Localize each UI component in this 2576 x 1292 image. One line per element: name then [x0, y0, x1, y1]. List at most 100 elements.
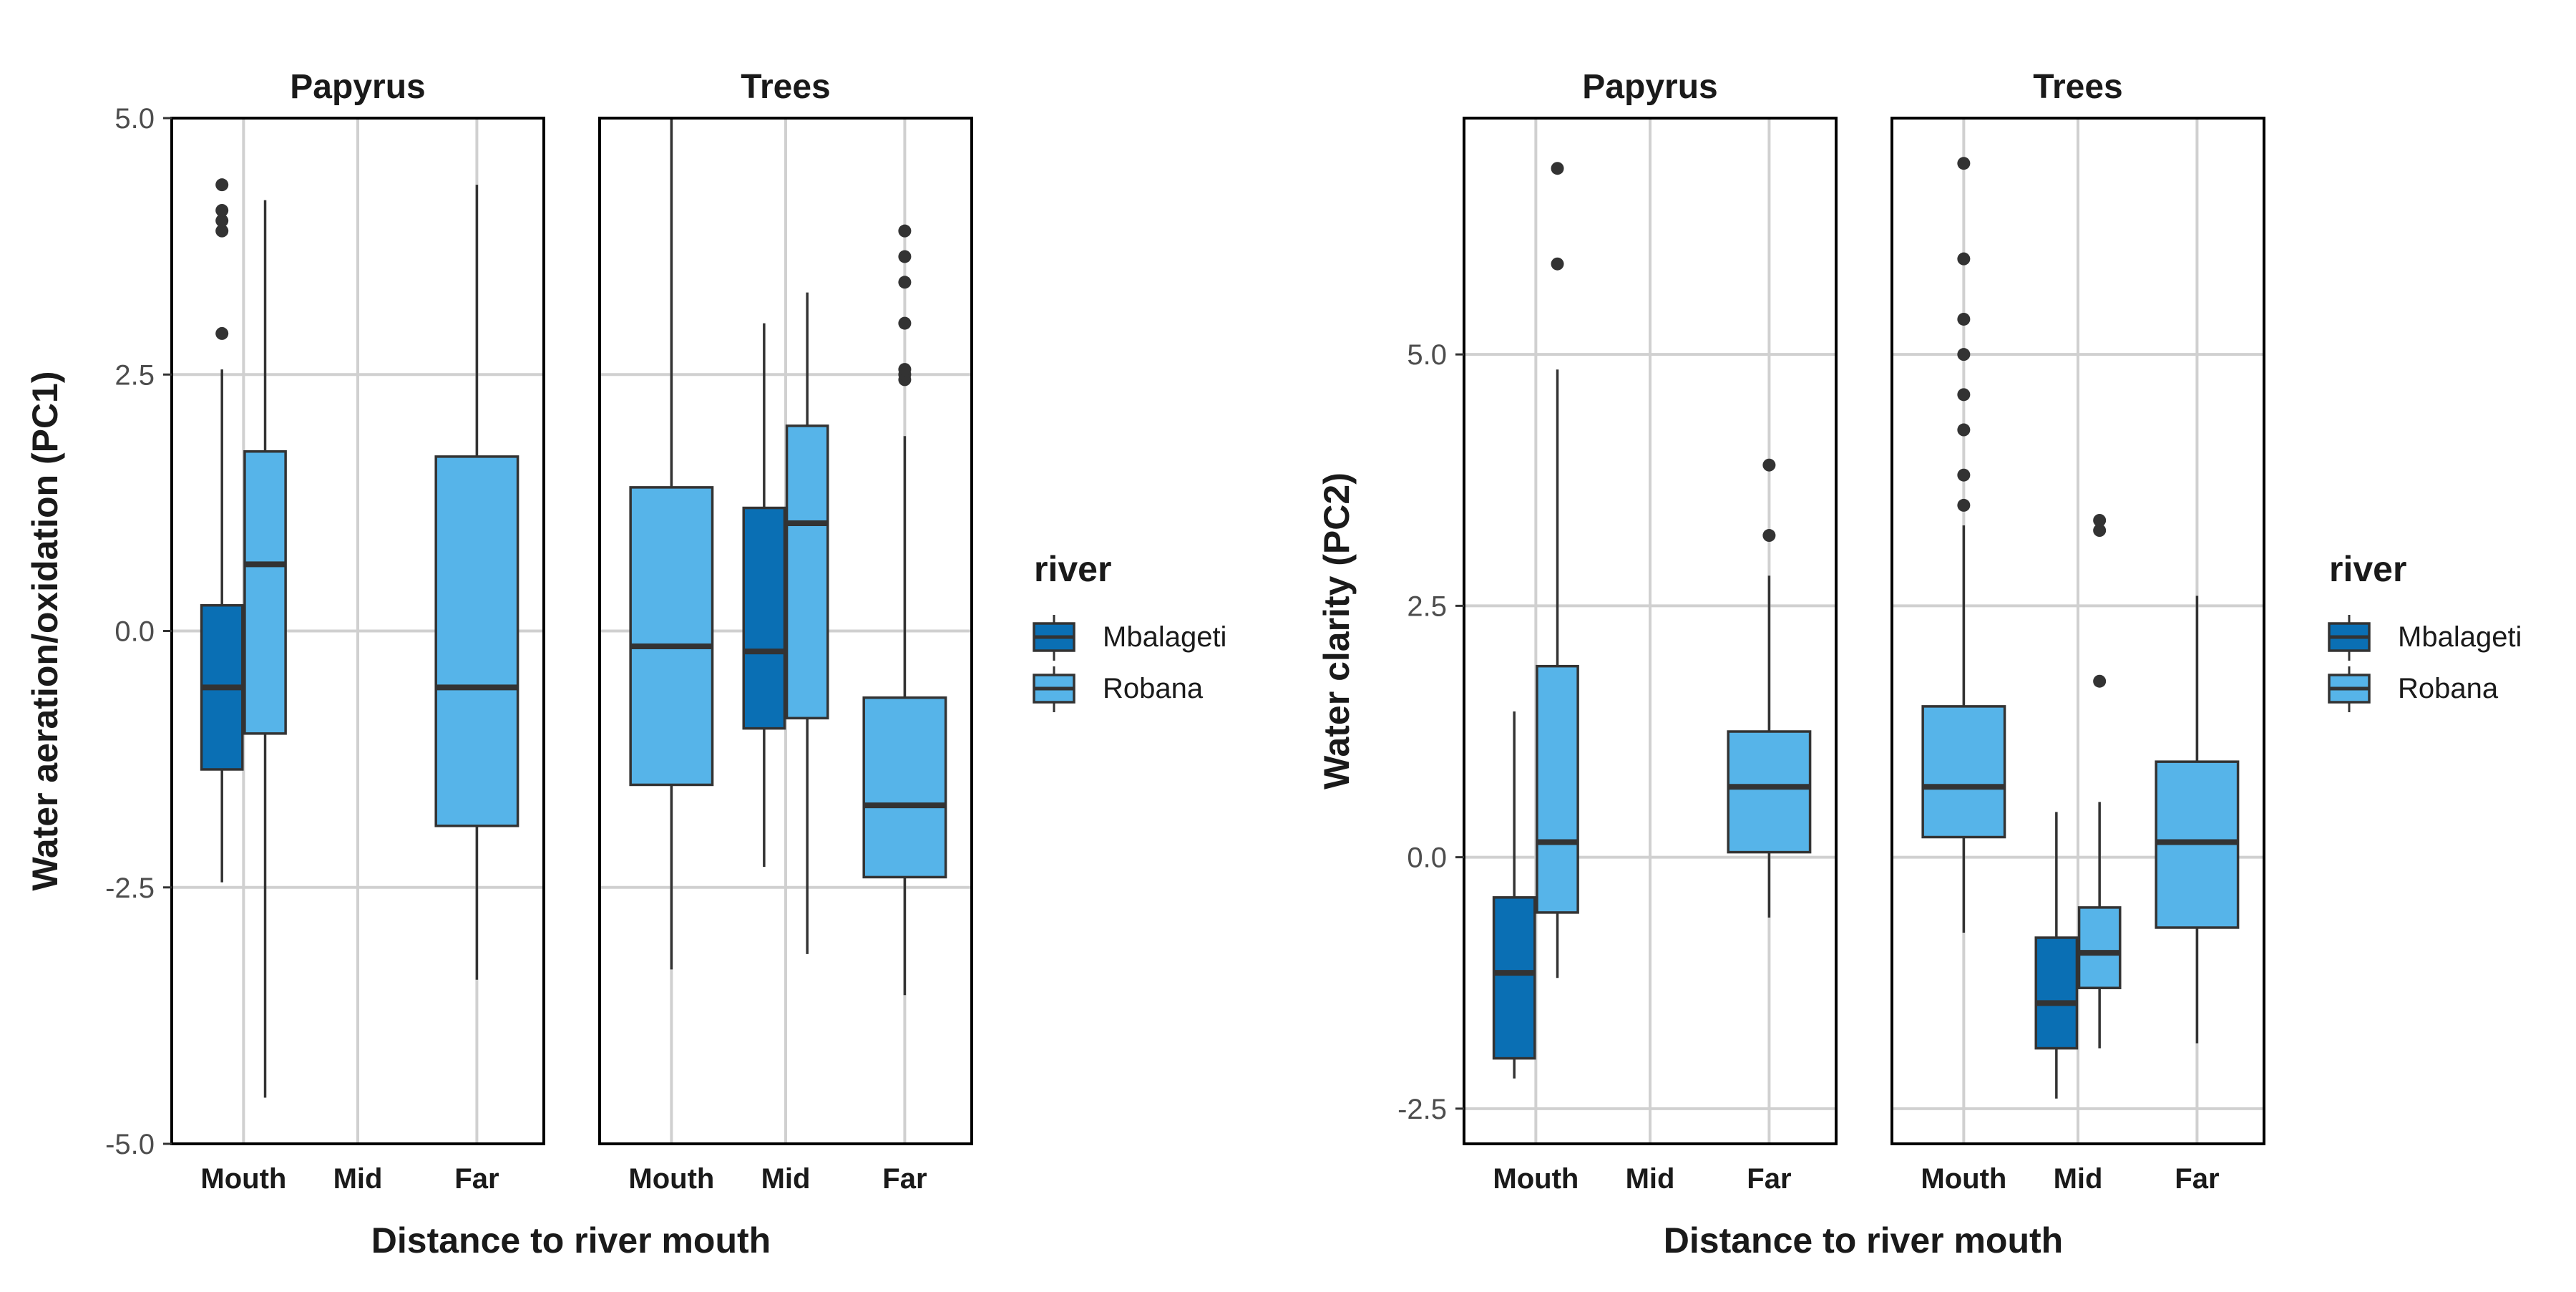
- outlier-point: [1762, 458, 1776, 472]
- box-iqr: [1921, 705, 2006, 839]
- outlier-point: [1957, 388, 1971, 402]
- box-iqr: [629, 486, 714, 787]
- outlier-point: [2093, 513, 2107, 527]
- box-iqr: [1536, 664, 1579, 914]
- legend: river Mbalageti Robana: [2328, 549, 2522, 712]
- legend-label: Robana: [1103, 673, 1204, 704]
- outlier-point: [215, 224, 229, 238]
- box-iqr: [1727, 730, 1812, 854]
- outlier-point: [1551, 257, 1564, 271]
- facet-title: Papyrus: [1582, 68, 1717, 106]
- outlier-point: [898, 224, 912, 238]
- box-mid-mbalageti: [2034, 812, 2079, 1099]
- facet-panel: Papyrus Mouth Mid Far: [170, 68, 545, 1195]
- box-mouth-robana: [629, 118, 714, 970]
- facet-title: Papyrus: [290, 68, 425, 106]
- box-mouth-robana: [1921, 157, 2006, 933]
- outlier-point: [215, 203, 229, 217]
- x-tick-label: Mid: [333, 1163, 383, 1195]
- legend-item-mbalageti: Mbalageti: [1033, 615, 1226, 661]
- y-tick-label: -5.0: [105, 1129, 155, 1160]
- box-mouth-robana: [1536, 162, 1579, 978]
- outlier-point: [1957, 423, 1971, 437]
- legend-item-robana: Robana: [2328, 666, 2499, 712]
- legend: river Mbalageti Robana: [1033, 549, 1226, 712]
- legend-label: Robana: [2398, 673, 2499, 704]
- outlier-point: [1957, 312, 1971, 326]
- box-iqr: [2077, 906, 2122, 989]
- y-tick-label: 5.0: [114, 103, 155, 135]
- outlier-point: [1957, 157, 1971, 170]
- box-mid-robana: [2077, 513, 2122, 1049]
- panel-frame: [598, 117, 973, 1145]
- x-tick-label: Mid: [2054, 1163, 2103, 1195]
- box-far-robana: [2155, 596, 2240, 1044]
- facet-panel: Papyrus Mouth Mid Far: [1463, 68, 1838, 1195]
- box-mouth-mbalageti: [1492, 711, 1536, 1079]
- legend-label: Mbalageti: [2398, 621, 2522, 653]
- facet-panel: Trees Mouth Mid Far: [1890, 68, 2265, 1195]
- outlier-point: [2093, 674, 2107, 688]
- box-iqr: [434, 455, 519, 827]
- x-tick-label: Far: [882, 1163, 927, 1195]
- outlier-point: [1957, 498, 1971, 512]
- outlier-point: [898, 276, 912, 289]
- outlier-point: [2093, 524, 2107, 538]
- box-mid-mbalageti: [742, 323, 786, 868]
- y-tick-label: 5.0: [1407, 339, 1447, 371]
- y-tick-label: -2.5: [105, 873, 155, 904]
- box-iqr: [243, 450, 287, 735]
- x-tick-label: Far: [2175, 1163, 2219, 1195]
- outlier-point: [1957, 252, 1971, 266]
- facet-title: Trees: [741, 68, 830, 106]
- panel-frame: [1463, 117, 1838, 1145]
- x-tick-label: Mouth: [200, 1163, 286, 1195]
- panel-frame: [1890, 117, 2265, 1145]
- x-axis-title: Distance to river mouth: [371, 1220, 771, 1261]
- outlier-point: [1551, 162, 1564, 175]
- box-iqr: [862, 696, 947, 879]
- facet-panel: Trees Mouth Mid Far: [598, 68, 973, 1195]
- y-tick-label: 0.0: [1407, 842, 1447, 874]
- outlier-point: [898, 363, 912, 377]
- outlier-point: [215, 326, 229, 340]
- box-mouth-robana: [243, 200, 287, 1098]
- y-axis-title: Water clarity (PC2): [1317, 472, 1357, 790]
- outlier-point: [898, 250, 912, 263]
- box-far-robana: [434, 185, 519, 980]
- legend-title: river: [1034, 549, 1111, 589]
- box-far-robana: [1727, 458, 1812, 918]
- x-tick-label: Far: [1747, 1163, 1791, 1195]
- box-iqr: [785, 424, 829, 720]
- outlier-point: [898, 316, 912, 330]
- box-iqr: [2034, 936, 2079, 1050]
- box-far-robana: [862, 224, 947, 996]
- x-tick-label: Mouth: [628, 1163, 714, 1195]
- y-tick-label: 0.0: [114, 616, 155, 648]
- outlier-point: [1957, 348, 1971, 361]
- x-tick-label: Far: [454, 1163, 499, 1195]
- x-tick-label: Mouth: [1493, 1163, 1579, 1195]
- y-axis-title: Water aeration/oxidation (PC1): [25, 371, 65, 890]
- chart-2: Papyrus Mouth Mid Far Trees Mouth Mid Far -2.5 0.…: [1317, 68, 2522, 1261]
- box-iqr: [1492, 896, 1536, 1060]
- facet-title: Trees: [2033, 68, 2122, 106]
- x-axis-title: Distance to river mouth: [1664, 1220, 2063, 1261]
- box-iqr: [742, 506, 786, 730]
- y-tick-label: -2.5: [1397, 1094, 1447, 1125]
- legend-label: Mbalageti: [1103, 621, 1226, 653]
- x-tick-label: Mid: [761, 1163, 811, 1195]
- chart-1: Papyrus Mouth Mid Far Trees Mouth Mid Far -5.0 -2…: [25, 68, 1226, 1261]
- outlier-point: [1957, 468, 1971, 482]
- legend-item-mbalageti: Mbalageti: [2328, 615, 2522, 661]
- x-tick-label: Mid: [1626, 1163, 1675, 1195]
- y-tick-label: 2.5: [1407, 591, 1447, 622]
- box-mouth-mbalageti: [200, 178, 244, 883]
- legend-title: river: [2329, 549, 2406, 589]
- box-mid-robana: [785, 292, 829, 954]
- outlier-point: [1762, 529, 1776, 543]
- y-tick-label: 2.5: [114, 359, 155, 391]
